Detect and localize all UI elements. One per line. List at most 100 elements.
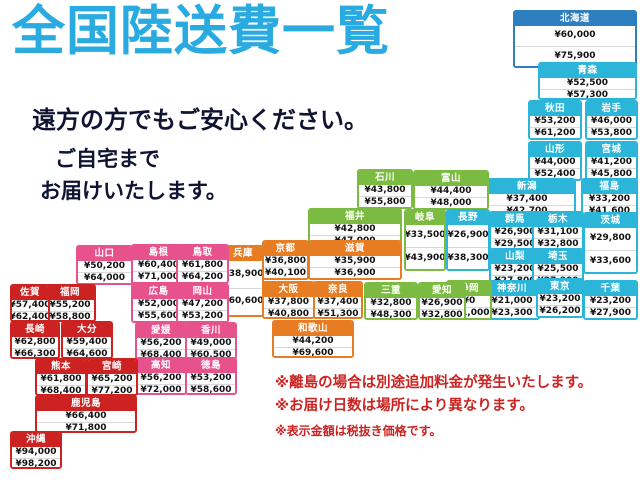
- fee-large: ¥52,400: [530, 168, 580, 179]
- prefecture-fee-values: ¥55,200 ¥58,800: [46, 300, 94, 320]
- prefecture-card: 兵庫 ¥38,900 ¥60,600: [222, 245, 264, 317]
- prefecture-name: 福岡: [46, 286, 94, 300]
- prefecture-fee-values: ¥94,000 ¥98,200: [12, 447, 60, 467]
- footnote-tax: ※表示金額は税抜き価格です。: [275, 423, 442, 438]
- prefecture-name: 愛媛: [137, 324, 185, 338]
- fee-standard: ¥60,400: [138, 260, 179, 270]
- fee-large: ¥32,800: [420, 309, 464, 320]
- fee-standard: ¥52,500: [567, 78, 608, 88]
- prefecture-card: 宮崎 ¥65,200 ¥77,200: [86, 358, 138, 396]
- prefecture-name: 徳島: [187, 359, 235, 373]
- fee-large: ¥61,200: [530, 127, 580, 138]
- page-title: 全国陸送費一覧: [12, 1, 390, 62]
- fee-standard: ¥62,800: [14, 337, 56, 347]
- fee-standard: ¥66,400: [65, 411, 107, 421]
- fee-standard: ¥44,200: [292, 336, 334, 346]
- fee-large: ¥58,800: [46, 311, 94, 320]
- fee-standard: ¥37,800: [268, 297, 309, 307]
- fee-standard: ¥57,400: [10, 300, 50, 310]
- fee-standard: ¥26,900: [494, 227, 536, 237]
- prefecture-fee-values: ¥37,800 ¥40,800: [264, 297, 313, 317]
- prefecture-name: 青森: [540, 64, 635, 78]
- fee-large: ¥32,800: [534, 238, 582, 249]
- prefecture-card: 京都 ¥36,800 ¥40,100: [262, 240, 309, 280]
- prefecture-card: 長野 ¥26,900 ¥38,300: [446, 209, 490, 271]
- prefecture-name: 福井: [310, 210, 400, 224]
- prefecture-name: 千葉: [585, 282, 636, 296]
- prefecture-name: 山梨: [491, 250, 539, 264]
- prefecture-name: 兵庫: [224, 247, 262, 261]
- fee-large: ¥68,400: [37, 385, 85, 394]
- prefecture-fee-values: ¥60,000 ¥75,900: [515, 26, 635, 66]
- prefecture-fee-values: ¥50,200 ¥64,000: [78, 261, 131, 283]
- fee-large: ¥75,900: [515, 45, 635, 67]
- prefecture-name: 佐賀: [12, 286, 48, 300]
- fee-standard: ¥53,200: [534, 116, 576, 126]
- prefecture-fee-values: ¥26,900 ¥29,500: [491, 227, 539, 249]
- prefecture-fee-values: ¥44,000 ¥52,400: [530, 157, 580, 179]
- prefecture-name: 福島: [583, 180, 636, 194]
- fee-large: ¥45,800: [587, 168, 636, 179]
- fee-large: ¥31,000: [448, 307, 490, 318]
- prefecture-card: 秋田 ¥53,200 ¥61,200: [528, 100, 582, 140]
- fee-large: ¥64,200: [178, 271, 227, 282]
- prefecture-name: 茨城: [585, 214, 636, 228]
- prefecture-fee-values: ¥61,800 ¥64,200: [178, 260, 227, 282]
- prefecture-fee-values: ¥53,200 ¥61,200: [530, 116, 580, 138]
- fee-standard: ¥26,900: [447, 230, 489, 241]
- fee-large: ¥71,800: [37, 422, 135, 431]
- prefecture-fee-values: ¥41,200 ¥45,800: [587, 157, 636, 179]
- prefecture-name: 広島: [133, 285, 184, 299]
- prefecture-name: 新潟: [480, 180, 574, 194]
- prefecture-fee-values: ¥44,200 ¥69,600: [274, 336, 352, 356]
- prefecture-name: 三重: [366, 284, 416, 298]
- fee-large: ¥72,000: [137, 384, 185, 393]
- fee-large: ¥23,300: [486, 307, 538, 318]
- prefecture-card: 茨城 ¥29,800 ¥33,600: [583, 212, 638, 274]
- prefecture-card: 北海道 ¥60,000 ¥75,900: [513, 10, 637, 68]
- fee-large: ¥26,200: [538, 305, 582, 316]
- prefecture-card: 和歌山 ¥44,200 ¥69,600: [272, 320, 354, 358]
- prefecture-card: 岩手 ¥46,000 ¥53,800: [585, 100, 638, 140]
- fee-large: ¥64,000: [78, 272, 131, 283]
- fee-large: ¥43,900: [406, 246, 444, 270]
- prefecture-fee-values: ¥65,200 ¥77,200: [88, 374, 136, 394]
- prefecture-name: 長野: [448, 211, 488, 225]
- fee-standard: ¥44,000: [534, 157, 576, 167]
- fee-large: ¥51,300: [315, 308, 361, 317]
- fee-standard: ¥38,900: [222, 268, 264, 279]
- prefecture-name: 京都: [264, 242, 307, 256]
- prefecture-fee-values: ¥26,900 ¥32,800: [420, 298, 464, 320]
- fee-standard: ¥60,000: [554, 30, 596, 41]
- prefecture-name: 石川: [359, 171, 411, 185]
- prefecture-card: 高知 ¥56,200 ¥72,000: [135, 357, 187, 395]
- fee-large: ¥29,500: [491, 238, 539, 249]
- prefecture-card: 熊本 ¥61,800 ¥68,400: [35, 358, 87, 396]
- fee-standard: ¥52,000: [138, 299, 179, 309]
- prefecture-name: 岩手: [587, 102, 636, 116]
- prefecture-card: 岐阜 ¥33,500 ¥43,900: [404, 209, 446, 271]
- prefecture-fee-values: ¥26,900 ¥38,300: [448, 225, 488, 269]
- prefecture-card: 山口 ¥50,200 ¥64,000: [76, 245, 133, 285]
- fee-standard: ¥94,000: [15, 447, 57, 457]
- prefecture-card: 富山 ¥44,400 ¥48,000: [413, 170, 489, 210]
- fee-standard: ¥21,000: [491, 296, 533, 306]
- prefecture-name: 沖縄: [12, 433, 60, 447]
- prefecture-fee-values: ¥56,200 ¥72,000: [137, 373, 185, 393]
- prefecture-fee-values: ¥61,800 ¥68,400: [37, 374, 85, 394]
- prefecture-card: 東京 ¥23,200 ¥26,200: [536, 278, 584, 318]
- fee-standard: ¥26,900: [421, 298, 463, 308]
- prefecture-card: 山形 ¥44,000 ¥52,400: [528, 141, 582, 181]
- fee-large: ¥69,600: [274, 347, 352, 356]
- prefecture-card: 石川 ¥43,800 ¥55,800: [357, 169, 413, 209]
- prefecture-fee-values: ¥32,800 ¥48,300: [366, 298, 416, 318]
- fee-standard: ¥41,200: [591, 157, 632, 167]
- prefecture-fee-values: ¥43,800 ¥55,800: [359, 185, 411, 207]
- fee-standard: ¥46,000: [591, 116, 632, 126]
- fee-standard: ¥44,400: [430, 186, 472, 196]
- fee-standard: ¥53,200: [190, 373, 232, 383]
- prefecture-fee-values: ¥23,200 ¥27,900: [585, 296, 636, 318]
- fee-standard: ¥37,400: [506, 194, 548, 204]
- fee-standard: ¥29,800: [590, 233, 631, 244]
- prefecture-card: 栃木 ¥31,100 ¥32,800: [532, 211, 584, 251]
